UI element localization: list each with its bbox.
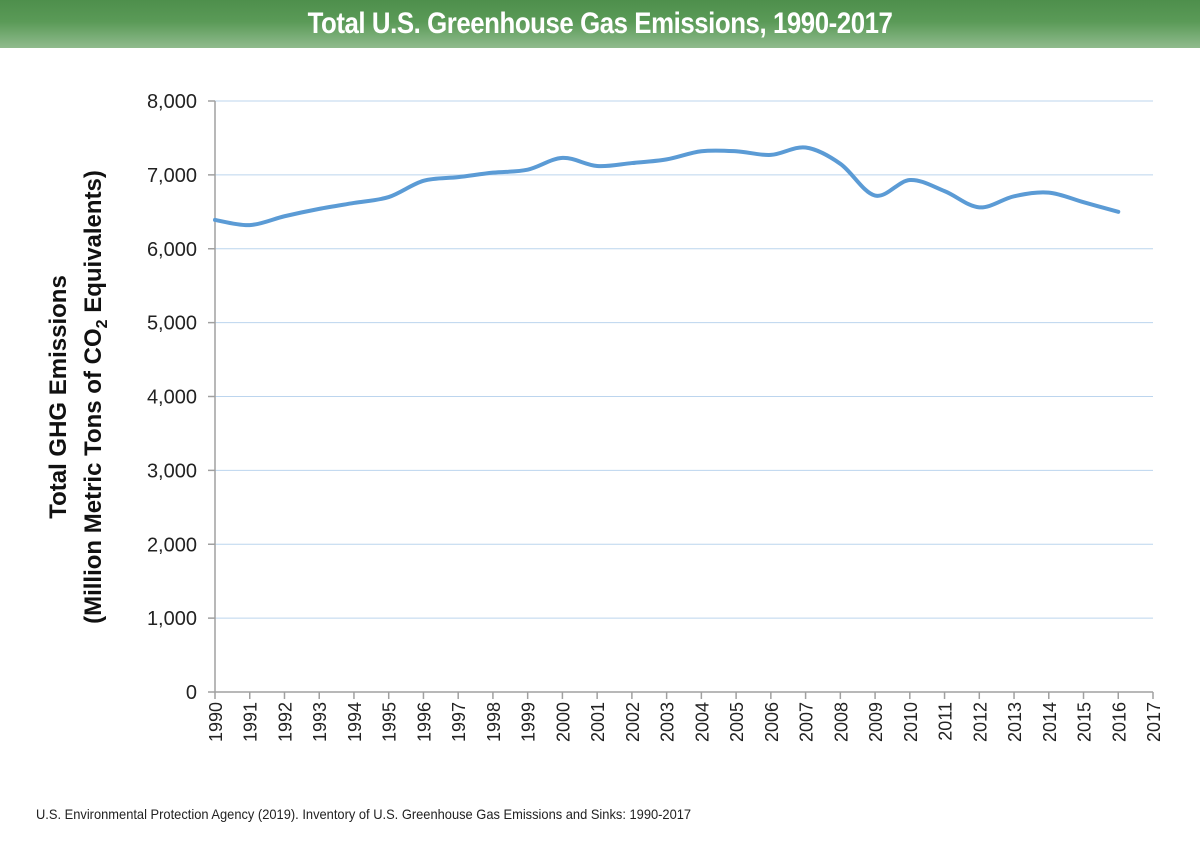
source-citation: U.S. Environmental Protection Agency (20…	[36, 806, 692, 822]
x-tick-label: 2011	[936, 702, 956, 741]
x-tick-label: 2003	[658, 702, 678, 742]
chart-title: Total U.S. Greenhouse Gas Emissions, 199…	[307, 7, 893, 40]
x-tick-label: 1996	[414, 702, 434, 742]
x-tick-label: 1992	[275, 702, 295, 742]
x-tick-label: 2005	[727, 702, 747, 742]
y-tick-label: 8,000	[147, 91, 197, 113]
x-tick-label: 2001	[588, 702, 608, 742]
y-tick-label: 7,000	[147, 165, 197, 187]
x-tick-label: 2000	[553, 702, 573, 742]
x-tick-label: 2006	[762, 702, 782, 742]
x-tick-label: 1999	[519, 702, 539, 742]
gridlines	[215, 100, 1153, 619]
title-bar: Total U.S. Greenhouse Gas Emissions, 199…	[0, 0, 1200, 48]
y-tick-label: 0	[186, 682, 197, 704]
y-tick-label: 3,000	[147, 460, 197, 482]
series-line	[213, 145, 1121, 228]
x-tick-label: 1995	[380, 702, 400, 742]
x-tick-label: 2017	[1144, 702, 1164, 742]
y-tick-label: 1,000	[147, 608, 197, 630]
x-tick-label: 2007	[797, 702, 817, 742]
x-tick-label: 2004	[692, 702, 712, 742]
x-tick-label: 1991	[241, 702, 261, 742]
x-tick-label: 2014	[1040, 702, 1060, 742]
x-axis-ticks: 1990 1991 1992 1993 1994 1995 1996 1997 1998 1999…	[206, 692, 1164, 742]
x-tick-label: 2002	[623, 702, 643, 742]
y-axis-label-line1: Total GHG Emissions	[45, 275, 72, 519]
x-tick-label: 2008	[831, 702, 851, 742]
x-tick-label: 2010	[901, 702, 921, 742]
x-tick-label: 2013	[1005, 702, 1025, 742]
y-tick-label: 5,000	[147, 313, 197, 335]
x-tick-label: 2016	[1109, 702, 1129, 742]
x-tick-label: 1993	[310, 702, 330, 742]
y-tick-label: 2,000	[147, 534, 197, 556]
x-tick-label: 1990	[206, 702, 226, 742]
series-group	[213, 145, 1121, 228]
x-tick-label: 1998	[484, 702, 504, 742]
y-tick-label: 6,000	[147, 239, 197, 261]
y-axis-ticks: 0 1,000 2,000 3,000 4,000 5,000 6,000 7,000 8,00…	[147, 91, 215, 704]
y-axis-label-line2: (Million Metric Tons of CO2 Equivalents)	[80, 170, 111, 624]
x-tick-label: 2015	[1075, 702, 1095, 742]
y-tick-label: 4,000	[147, 387, 197, 409]
x-tick-label: 1994	[345, 702, 365, 742]
y-axis-label: Total GHG Emissions (Million Metric Tons…	[45, 170, 111, 624]
x-tick-label: 2009	[866, 702, 886, 742]
x-tick-label: 2012	[970, 702, 990, 742]
x-tick-label: 1997	[449, 702, 469, 742]
